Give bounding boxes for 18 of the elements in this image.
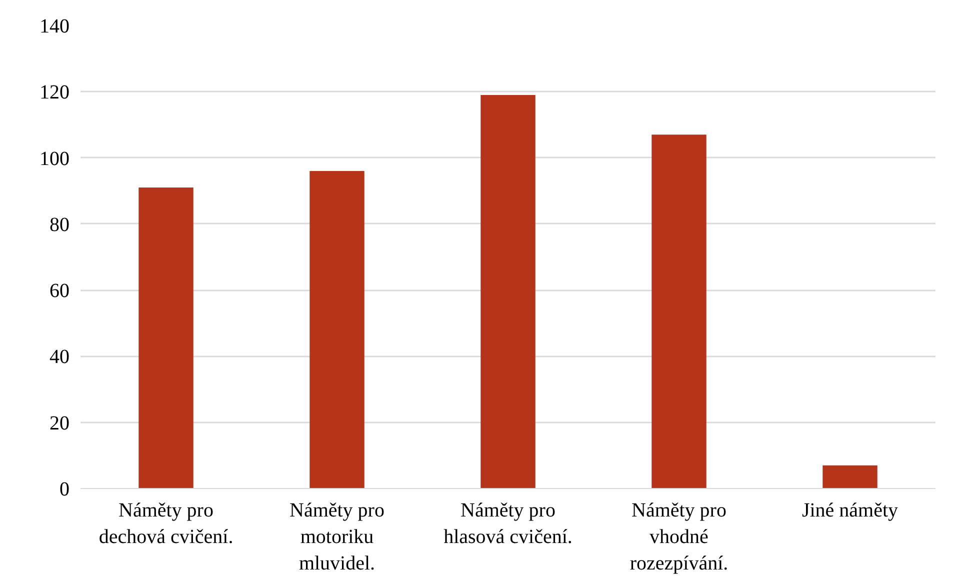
y-tick-label: 20 — [50, 412, 70, 434]
y-tick-label: 100 — [40, 148, 70, 170]
y-tick-label: 80 — [50, 214, 70, 236]
bar — [310, 171, 364, 488]
bar — [480, 94, 536, 488]
y-tick-label: 0 — [60, 478, 70, 500]
x-tick-label: Jiné náměty — [802, 500, 898, 522]
x-tick-label: Náměty pro vhodné rozezpívání. — [630, 500, 728, 574]
bar — [822, 465, 878, 488]
y-tick-label: 60 — [50, 280, 70, 302]
y-tick-label: 140 — [40, 16, 70, 38]
x-tick-label: Náměty pro hlasová cvičení. — [444, 500, 572, 548]
bar — [652, 134, 706, 488]
x-tick-label: Náměty pro dechová cvičení. — [98, 500, 234, 548]
y-tick-label: 40 — [50, 346, 70, 368]
bar — [138, 188, 194, 488]
x-tick-label: Náměty pro motoriku mluvidel. — [290, 500, 384, 574]
y-tick-label: 120 — [40, 82, 70, 104]
